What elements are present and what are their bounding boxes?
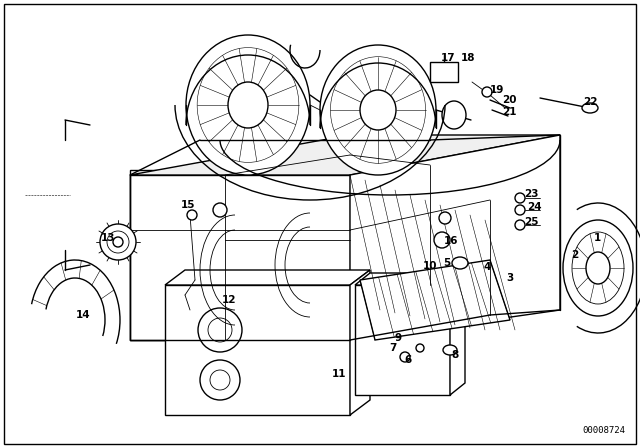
Text: 6: 6 [404, 355, 412, 365]
Polygon shape [130, 135, 560, 175]
Polygon shape [130, 170, 345, 340]
Text: 11: 11 [332, 369, 346, 379]
Polygon shape [355, 273, 465, 285]
Text: 17: 17 [441, 53, 455, 63]
Ellipse shape [563, 220, 633, 316]
Polygon shape [450, 273, 465, 395]
Text: 5: 5 [444, 258, 451, 268]
Text: 19: 19 [490, 85, 504, 95]
Text: 7: 7 [389, 343, 397, 353]
Ellipse shape [100, 224, 136, 260]
Ellipse shape [439, 212, 451, 224]
Text: 12: 12 [221, 295, 236, 305]
Text: 16: 16 [444, 236, 458, 246]
Ellipse shape [416, 344, 424, 352]
Polygon shape [350, 270, 370, 415]
Polygon shape [165, 285, 350, 415]
Polygon shape [350, 135, 560, 340]
Ellipse shape [320, 45, 436, 175]
Ellipse shape [442, 101, 466, 129]
Text: 21: 21 [502, 107, 516, 117]
Ellipse shape [582, 103, 598, 113]
Text: 20: 20 [502, 95, 516, 105]
Polygon shape [355, 285, 450, 395]
Ellipse shape [360, 90, 396, 130]
Text: 2: 2 [572, 250, 579, 260]
Text: 15: 15 [180, 200, 195, 210]
Ellipse shape [515, 205, 525, 215]
Polygon shape [165, 270, 370, 285]
Text: 13: 13 [100, 233, 115, 243]
Ellipse shape [187, 210, 197, 220]
Text: 14: 14 [76, 310, 90, 320]
Polygon shape [360, 260, 510, 340]
Ellipse shape [213, 203, 227, 217]
Polygon shape [130, 135, 560, 175]
Ellipse shape [586, 252, 610, 284]
Ellipse shape [186, 35, 310, 175]
Text: 18: 18 [461, 53, 476, 63]
Polygon shape [130, 175, 350, 340]
Text: 4: 4 [483, 262, 491, 272]
Ellipse shape [452, 257, 468, 269]
Ellipse shape [443, 345, 457, 355]
Ellipse shape [228, 82, 268, 128]
Text: 00008724: 00008724 [582, 426, 625, 435]
Ellipse shape [482, 87, 492, 97]
Ellipse shape [113, 237, 123, 247]
Text: 10: 10 [423, 261, 437, 271]
Text: 9: 9 [394, 333, 401, 343]
Ellipse shape [515, 220, 525, 230]
Bar [430, 62, 458, 82]
Ellipse shape [434, 232, 450, 248]
Text: 8: 8 [451, 350, 459, 360]
Text: 3: 3 [506, 273, 514, 283]
Ellipse shape [515, 193, 525, 203]
Text: 1: 1 [593, 233, 600, 243]
Ellipse shape [400, 352, 410, 362]
Text: 24: 24 [527, 202, 541, 212]
Text: 23: 23 [524, 189, 538, 199]
Text: 25: 25 [524, 217, 538, 227]
Text: 22: 22 [583, 97, 597, 107]
